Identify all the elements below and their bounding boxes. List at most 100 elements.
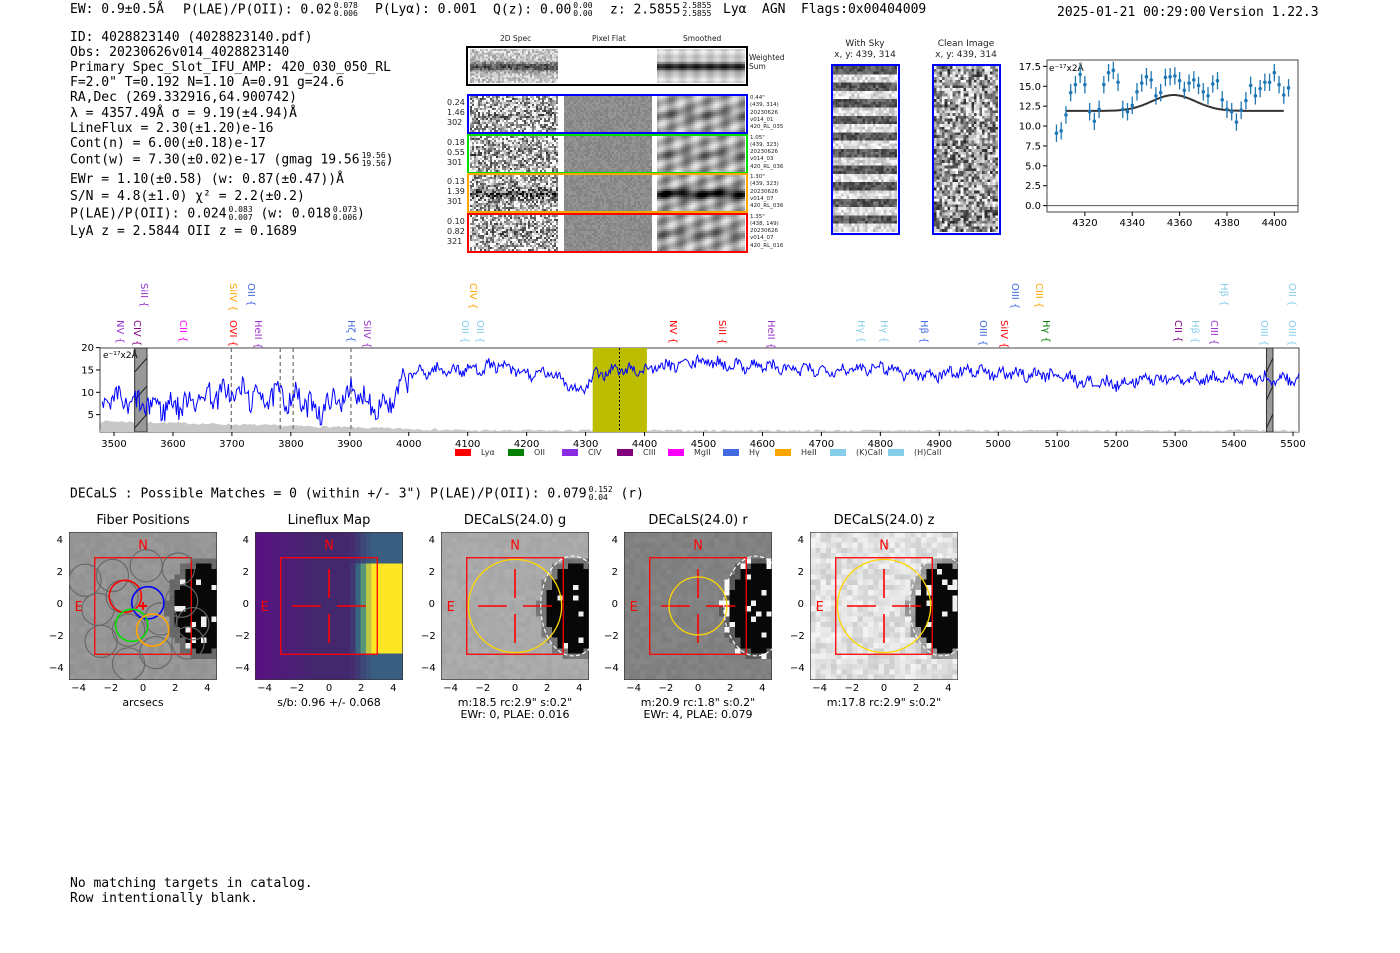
info-params: F=2.0" T=0.192 N=1.10 A=0.91 g=24.6 <box>70 75 344 90</box>
zoom-y-tick-label: 15.0 <box>1019 82 1041 93</box>
east-label: E <box>447 600 455 615</box>
cutout-x-tick-label: −4 <box>257 683 273 694</box>
header-qz-lo: 0.00 <box>573 9 593 18</box>
spectrum-x-tick-label: 4600 <box>750 439 775 450</box>
zoom-data-point <box>1248 83 1253 88</box>
east-label: E <box>261 600 269 615</box>
emission-line-bracket: { <box>113 334 125 344</box>
zoom-data-point <box>1220 97 1225 102</box>
emission-line-bracket: { <box>854 333 866 343</box>
zoom-x-tick-label: 4340 <box>1120 218 1145 229</box>
zoom-data-point <box>1149 78 1153 82</box>
cutout-x-tick-label: −2 <box>103 683 119 694</box>
emission-line-name: SiII <box>716 320 728 336</box>
emission-line-name: Hβ <box>1217 283 1229 297</box>
spectrum-x-tick-label: 4800 <box>868 439 893 450</box>
zoom-data-point <box>1173 74 1177 78</box>
zoom-data-point <box>1111 68 1116 73</box>
cutout-x-tick-label: 2 <box>543 683 551 694</box>
zoom-y-tick-label: 12.5 <box>1019 102 1041 113</box>
cutout-x-tick-label: 2 <box>171 683 179 694</box>
weighted-sum-2dspec-image <box>470 49 558 83</box>
catalog-object-ellipse <box>540 555 589 657</box>
spectrum-unit-label: e⁻¹⁷x2Å <box>103 349 139 361</box>
decals-summary-lo: 0.04 <box>588 493 608 502</box>
info-plae: P(LAE)/P(OII): 0.024 0.083 0.007 (w: 0.018… <box>70 206 365 222</box>
emission-line-bracket: { <box>1040 333 1052 343</box>
fiber-circle-highlighted <box>130 585 165 620</box>
info-ewr: EWr = 1.10(±0.58) (w: 0.87(±0.47))Å <box>70 172 344 187</box>
info-lambda: λ = 4357.49Å σ = 9.19(±4.94)Å <box>70 106 297 121</box>
zoom-data-point <box>1201 90 1206 94</box>
emission-line-bracket: { <box>474 333 486 344</box>
zoom-data-point <box>1068 90 1073 95</box>
cutout-y-tick-label: 2 <box>428 566 435 578</box>
legend-item: CIII <box>617 448 656 457</box>
legend-label: (H)CaII <box>914 448 942 457</box>
legend-label: CIII <box>643 448 656 457</box>
legend-item: (K)CaII <box>830 448 883 457</box>
zoom-y-tick-label: 17.5 <box>1019 62 1041 73</box>
spec2d-smoothed-image <box>657 135 745 172</box>
clean-image-frame <box>932 64 1001 235</box>
zoom-data-point <box>1120 107 1125 112</box>
zoom-data-point <box>1215 78 1220 83</box>
spec2d-row-stat: 0.24 <box>447 98 465 107</box>
zoom-data-point <box>1087 109 1092 114</box>
emission-line-bracket: { <box>361 338 373 349</box>
cutout-x-tick-label: 0 <box>694 683 702 694</box>
cutout-frame <box>810 532 958 680</box>
spec2d-row-frame <box>467 133 748 174</box>
cutout-y-tick-label: 0 <box>56 599 63 610</box>
zoom-data-point <box>1192 78 1196 82</box>
crosshair <box>477 568 553 644</box>
cutout-y-tick-label: 0 <box>242 599 249 610</box>
full-spectrum-chart: 3500 3600 3700 3800 3900 4000 4100 4200 4300 4400… <box>81 343 1305 450</box>
with-sky-title: With Sky <box>845 39 885 49</box>
search-box <box>280 557 378 655</box>
emission-line-name: OIII <box>1257 320 1269 337</box>
cutout-x-tick-label: 4 <box>759 683 766 694</box>
zoom-data-point <box>1102 82 1106 87</box>
spec2d-row-fiber-info: (439, 323) <box>750 181 779 188</box>
emission-line-label: OII { <box>473 320 485 343</box>
zoom-data-point <box>1267 80 1272 85</box>
header-qz-hi: 0.00 <box>573 1 593 10</box>
info-plae-end: ) <box>357 206 365 222</box>
spec2d-raw-image <box>470 135 558 172</box>
emission-line-bracket: { <box>226 337 238 348</box>
spectrum-y-tick-label: 5 <box>88 410 94 421</box>
emission-line-label: SiIV { <box>360 320 372 348</box>
cutout-y-tick-label: −2 <box>49 631 64 643</box>
cutout-x-tick-label: −4 <box>443 683 459 694</box>
emission-line-name: OII <box>245 283 257 297</box>
header-plya: P(Lyα): 0.001 <box>375 2 477 17</box>
emission-line-label: HeII { <box>251 320 263 349</box>
emission-line-bracket: { <box>251 339 263 350</box>
spec2d-pixelflat-image <box>564 135 652 172</box>
zoom-data-point <box>1168 74 1172 79</box>
cutout-y-tick-label: −2 <box>604 631 619 643</box>
emission-line-label: OIII { <box>1008 283 1020 309</box>
zoom-data-point <box>1125 109 1130 114</box>
spec2d-row-frame <box>467 173 748 213</box>
cutout-y-tick-label: −4 <box>421 663 436 675</box>
info-sn: S/N = 4.8(±1.0) χ² = 2.2(±0.2) <box>70 189 305 204</box>
emission-line-name: SiIV <box>997 320 1009 339</box>
spectrum-x-tick-label: 4000 <box>396 439 421 450</box>
spectrum-x-tick-label: 4200 <box>514 439 539 450</box>
clean-image-coords: x, y: 439, 314 <box>935 50 997 60</box>
spec2d-row-fiber-info: 0.44" <box>750 95 765 101</box>
zoom-data-point <box>1064 113 1068 117</box>
zoom-data-point <box>1277 82 1281 87</box>
spec2d-pixelflat-image <box>564 96 652 132</box>
legend-item: MgII <box>668 448 711 457</box>
emission-line-label: OIII { <box>1257 320 1269 346</box>
cutout-x-tick-label: 0 <box>511 683 519 694</box>
cutout-caption: m:20.9 rc:1.8" s:0.2" <box>640 696 756 709</box>
emission-line-label: Hγ { <box>854 320 866 343</box>
north-label: N <box>510 539 520 554</box>
fiber-circle <box>69 563 102 597</box>
emission-line-name: Hζ <box>344 320 356 333</box>
zoom-data-point <box>1281 93 1286 97</box>
